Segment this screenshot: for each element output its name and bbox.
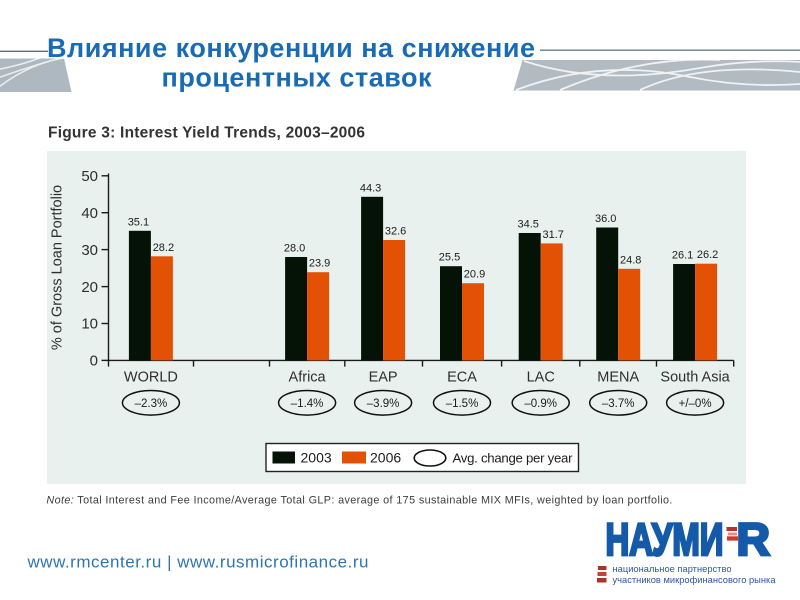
svg-text:0: 0 xyxy=(90,353,98,370)
svg-text:www.rmcenter.ru | www.rusmicro: www.rmcenter.ru | www.rusmicrofinance.ru xyxy=(27,553,369,572)
svg-text:НАУМИ: НАУМИ xyxy=(606,514,724,565)
svg-text:34.5: 34.5 xyxy=(517,219,538,231)
svg-text:LAC: LAC xyxy=(527,370,555,386)
svg-text:31.7: 31.7 xyxy=(542,229,563,241)
svg-text:–2.3%: –2.3% xyxy=(135,398,168,410)
svg-text:–3.9%: –3.9% xyxy=(367,398,400,410)
svg-text:–0.9%: –0.9% xyxy=(524,398,557,410)
svg-text:Влияние конкуренции на снижени: Влияние конкуренции на снижение xyxy=(47,33,535,63)
svg-text:2006: 2006 xyxy=(370,450,401,466)
svg-text:–1.5%: –1.5% xyxy=(446,398,479,410)
svg-text:28.2: 28.2 xyxy=(153,242,174,254)
svg-text:26.1: 26.1 xyxy=(672,250,693,262)
svg-text:50: 50 xyxy=(81,168,98,185)
svg-text:–3.7%: –3.7% xyxy=(602,398,635,410)
svg-text:ECA: ECA xyxy=(447,370,477,386)
svg-text:EAP: EAP xyxy=(369,370,398,386)
svg-text:South Asia: South Asia xyxy=(660,370,730,386)
svg-text:Figure 3: Interest Yield Trend: Figure 3: Interest Yield Trends, 2003–20… xyxy=(48,125,365,142)
svg-text:WORLD: WORLD xyxy=(124,370,178,386)
svg-text:2003: 2003 xyxy=(301,450,332,466)
svg-text:–1.4%: –1.4% xyxy=(291,398,324,410)
svg-text:30: 30 xyxy=(81,242,98,259)
svg-text:25.5: 25.5 xyxy=(439,252,460,264)
svg-text:+/–0%: +/–0% xyxy=(679,398,712,410)
svg-text:24.8: 24.8 xyxy=(620,254,641,266)
svg-text:36.0: 36.0 xyxy=(595,213,616,225)
svg-text:национальное партнерство: национальное партнерство xyxy=(613,564,732,574)
svg-text:участников микрофинансового ры: участников микрофинансового рынка xyxy=(613,575,777,585)
svg-text:44.3: 44.3 xyxy=(360,182,381,194)
svg-text:40: 40 xyxy=(81,205,98,222)
svg-text:процентных ставок: процентных ставок xyxy=(162,63,432,93)
svg-text:23.9: 23.9 xyxy=(309,258,330,270)
svg-text:Note: Total Interest and Fee I: Note: Total Interest and Fee Income/Aver… xyxy=(46,495,672,507)
svg-text:20: 20 xyxy=(81,279,98,296)
svg-text:35.1: 35.1 xyxy=(128,216,149,228)
svg-text:10: 10 xyxy=(81,316,98,333)
svg-text:% of Gross Loan Portfolio: % of Gross Loan Portfolio xyxy=(50,185,66,350)
svg-text:MENA: MENA xyxy=(597,370,639,386)
svg-text:Africa: Africa xyxy=(289,370,327,386)
svg-text:R: R xyxy=(737,514,771,565)
svg-text:26.2: 26.2 xyxy=(697,249,718,261)
svg-text:20.9: 20.9 xyxy=(464,269,485,281)
svg-text:Avg. change per year: Avg. change per year xyxy=(453,451,574,466)
svg-text:28.0: 28.0 xyxy=(284,243,305,255)
svg-text:32.6: 32.6 xyxy=(385,226,406,238)
